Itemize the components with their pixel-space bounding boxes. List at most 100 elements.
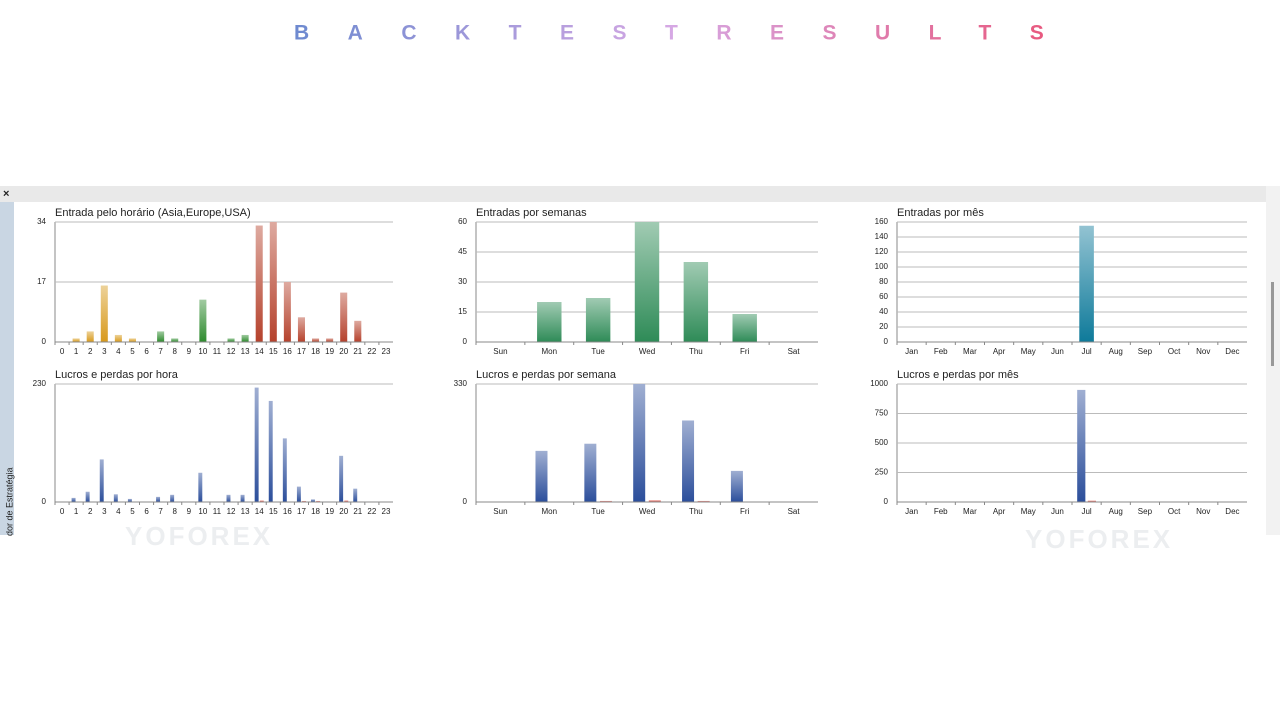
y-tick-label: 140 — [875, 232, 889, 241]
bar — [226, 494, 231, 502]
x-tick-label: 5 — [130, 347, 135, 356]
x-tick-label: Mar — [963, 347, 977, 356]
x-tick-label: May — [1021, 347, 1036, 356]
y-tick-label: 1000 — [870, 379, 888, 388]
y-tick-label: 45 — [458, 247, 467, 256]
x-tick-label: Sep — [1138, 507, 1153, 516]
bar — [344, 500, 349, 502]
x-tick-label: 22 — [367, 347, 376, 356]
x-tick-label: 17 — [297, 347, 306, 356]
x-tick-label: 12 — [227, 507, 236, 516]
bar — [326, 338, 334, 342]
bar — [170, 494, 175, 502]
bar — [585, 298, 611, 342]
y-tick-label: 330 — [454, 379, 468, 388]
x-tick-label: Feb — [934, 347, 948, 356]
x-tick-label: 18 — [311, 507, 320, 516]
x-tick-label: Mar — [963, 507, 977, 516]
y-tick-label: 250 — [875, 468, 889, 477]
y-tick-label: 0 — [884, 337, 889, 346]
close-icon[interactable]: × — [3, 188, 9, 200]
x-tick-label: 2 — [88, 507, 93, 516]
x-tick-label: 7 — [158, 507, 163, 516]
bar — [72, 338, 80, 342]
chart-title: Lucros e perdas por mês — [897, 369, 1019, 381]
bar — [171, 338, 179, 342]
bar — [682, 420, 695, 502]
x-tick-label: 10 — [198, 507, 207, 516]
x-tick-label: Tue — [591, 507, 605, 516]
x-tick-label: 20 — [339, 347, 348, 356]
x-tick-label: 5 — [130, 507, 135, 516]
bar — [353, 488, 358, 502]
x-tick-label: 11 — [213, 347, 222, 356]
x-tick-label: Apr — [993, 347, 1006, 356]
bar — [1079, 225, 1094, 342]
y-tick-label: 0 — [463, 337, 468, 346]
bar — [268, 400, 273, 502]
bar — [316, 500, 321, 502]
x-tick-label: 23 — [382, 347, 391, 356]
bar — [282, 438, 287, 502]
x-tick-label: Aug — [1109, 507, 1123, 516]
x-tick-label: 14 — [255, 347, 264, 356]
bar — [537, 302, 562, 342]
side-label: dor de Estratégia — [4, 467, 14, 536]
x-tick-label: 17 — [297, 507, 306, 516]
x-tick-label: 6 — [144, 347, 149, 356]
scroll-thumb[interactable] — [1271, 282, 1274, 366]
x-tick-label: Thu — [689, 507, 703, 516]
x-tick-label: Jan — [905, 347, 918, 356]
x-tick-label: Sep — [1138, 347, 1153, 356]
x-tick-label: 4 — [116, 347, 121, 356]
chart-title: Entradas por semanas — [476, 207, 587, 219]
x-tick-label: Sat — [788, 507, 801, 516]
bar — [199, 299, 207, 342]
chart-title: Entrada pelo horário (Asia,Europe,USA) — [55, 207, 251, 219]
bar — [157, 331, 165, 342]
bar — [1087, 500, 1096, 502]
y-tick-label: 120 — [875, 247, 889, 256]
x-tick-label: 11 — [213, 507, 222, 516]
bar — [584, 443, 597, 502]
y-tick-label: 500 — [875, 438, 889, 447]
bar — [259, 500, 264, 502]
x-tick-label: Sat — [788, 347, 801, 356]
y-tick-label: 230 — [33, 379, 47, 388]
x-tick-label: 20 — [339, 507, 348, 516]
bar — [732, 314, 757, 342]
x-tick-label: 2 — [88, 347, 93, 356]
bar — [648, 500, 661, 502]
y-tick-label: 0 — [463, 497, 468, 506]
y-tick-label: 0 — [42, 497, 47, 506]
bar — [297, 317, 305, 342]
y-tick-label: 750 — [875, 409, 889, 418]
bar — [128, 338, 136, 342]
y-tick-label: 20 — [879, 322, 888, 331]
x-tick-label: 3 — [102, 347, 107, 356]
bar — [269, 222, 277, 342]
x-tick-label: Wed — [639, 347, 655, 356]
x-tick-label: 3 — [102, 507, 107, 516]
bar — [241, 334, 249, 342]
x-tick-label: 18 — [311, 347, 320, 356]
bar — [99, 459, 104, 502]
bar — [198, 472, 203, 502]
x-tick-label: Mon — [542, 507, 558, 516]
bar — [227, 338, 235, 342]
side-panel — [0, 202, 14, 535]
x-tick-label: 8 — [172, 347, 177, 356]
bar — [633, 384, 646, 502]
bar — [156, 496, 161, 502]
y-tick-label: 0 — [884, 497, 889, 506]
x-tick-label: 15 — [269, 347, 278, 356]
bar — [127, 498, 132, 502]
x-tick-label: 19 — [325, 347, 334, 356]
x-tick-label: Feb — [934, 507, 948, 516]
y-tick-label: 0 — [42, 337, 47, 346]
y-tick-label: 34 — [37, 217, 46, 226]
x-tick-label: 13 — [241, 347, 250, 356]
x-tick-label: 4 — [116, 507, 121, 516]
bar — [634, 222, 660, 342]
